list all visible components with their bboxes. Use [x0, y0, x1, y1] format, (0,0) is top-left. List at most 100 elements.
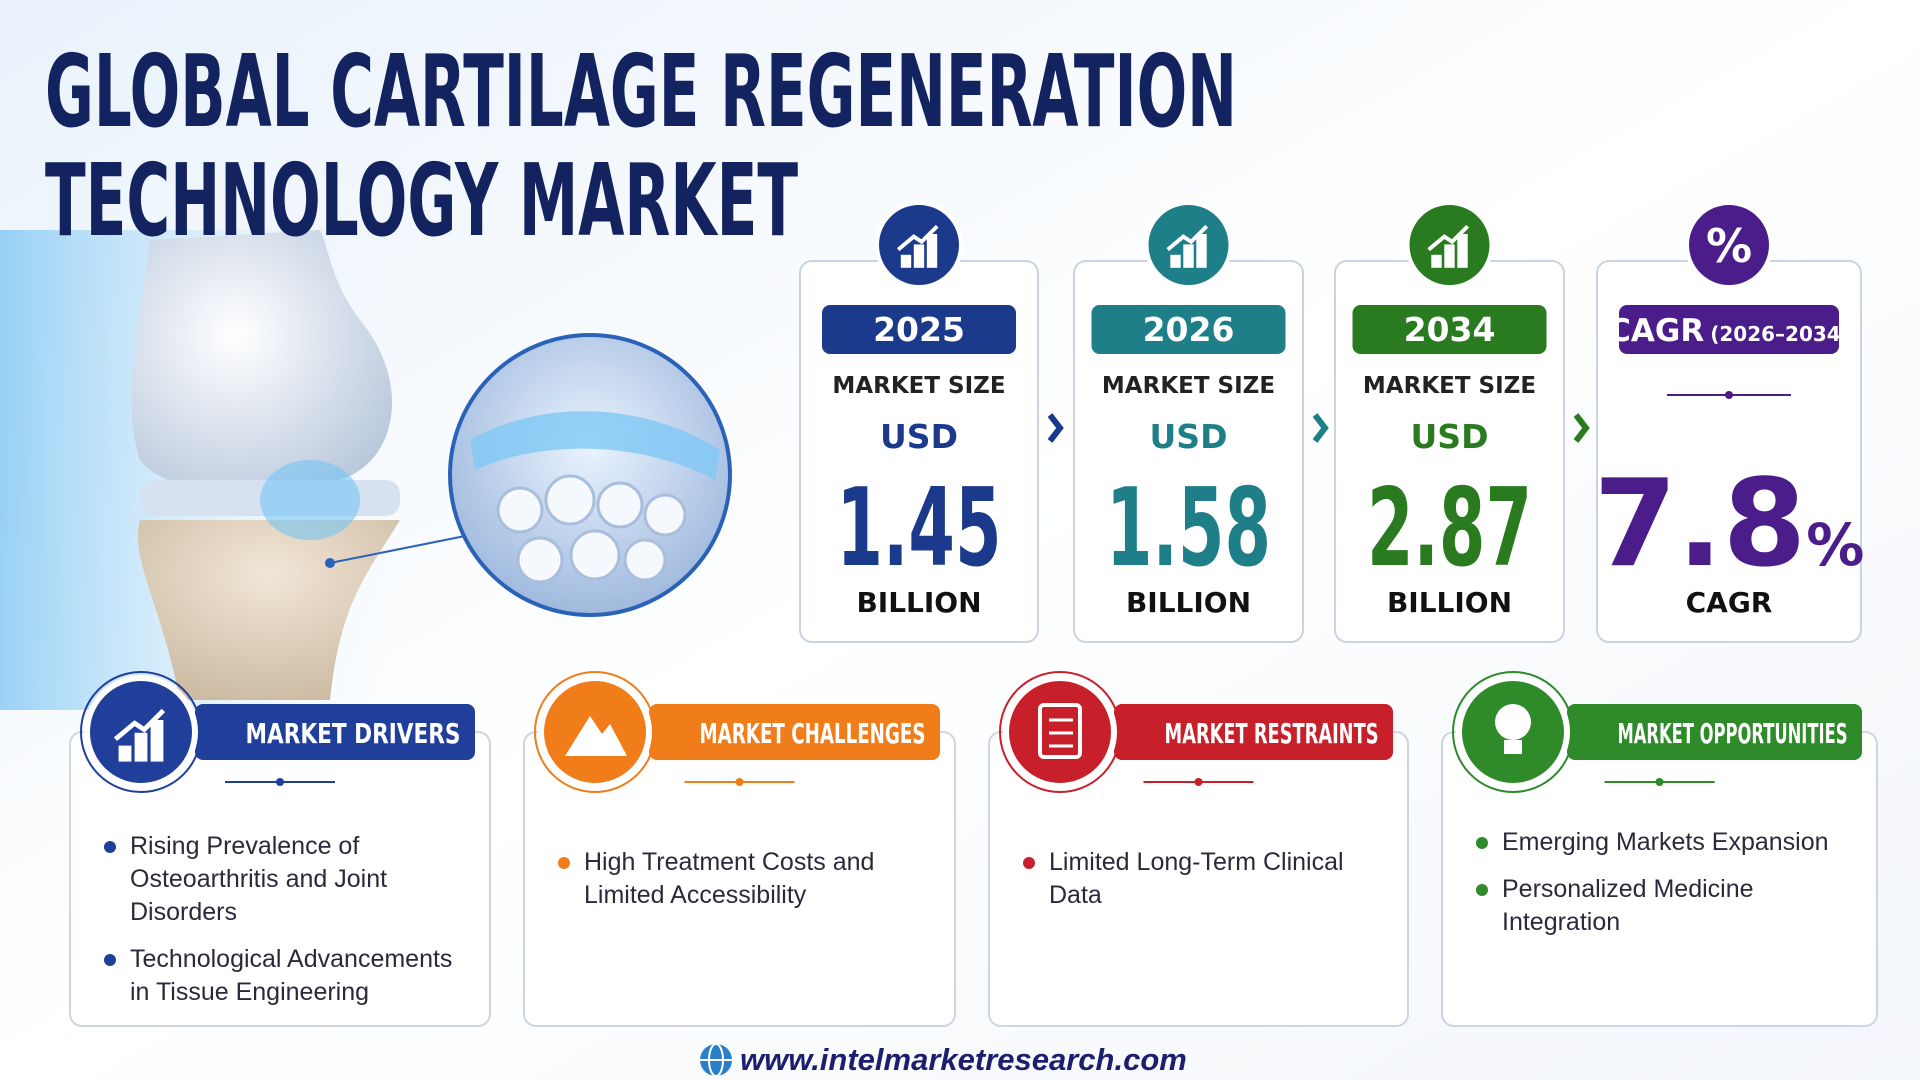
bullet — [104, 841, 116, 853]
section-pill — [1114, 704, 1393, 760]
items: Limited Long-Term Clinical Data — [1019, 846, 1388, 912]
icon-arrow — [1427, 224, 1470, 252]
divider-dot — [735, 778, 744, 786]
section-pill — [1567, 704, 1862, 760]
value-unit: BILLION — [856, 586, 981, 619]
bullet — [1023, 857, 1035, 869]
year-pill — [822, 305, 1016, 354]
bullet — [558, 857, 570, 869]
list-item: High Treatment Costs and Limited Accessi… — [554, 846, 935, 912]
bullet — [1476, 837, 1488, 849]
items: Emerging Markets Expansion Personalized M… — [1472, 826, 1857, 939]
title: TECHNOLOGY MARKET — [45, 142, 798, 259]
section: MARKET OPPORTUNITIES Emerging Markets Exp… — [1441, 671, 1878, 1027]
bullet — [104, 954, 116, 966]
clipboard-icon — [1038, 703, 1082, 759]
item-text: Limited Long-Term Clinical Data — [1049, 848, 1344, 909]
section-title: MARKET RESTRAINTS — [1165, 717, 1379, 750]
year-pill — [1091, 305, 1286, 354]
market-value: 1.58 — [1106, 466, 1271, 591]
cagr-title: CAGR — [1608, 313, 1704, 349]
card-label: MARKET SIZE — [832, 373, 1005, 399]
icon-arrow — [896, 224, 939, 252]
footer-url[interactable]: www.intelmarketresearch.com — [740, 1042, 1187, 1077]
section-icon-ring — [80, 671, 202, 793]
market-value: 2.87 — [1367, 466, 1532, 591]
knee-illustration — [131, 230, 732, 700]
arrow — [1573, 413, 1590, 443]
item-list: Limited Long-Term Clinical Data — [1019, 846, 1388, 912]
value-unit: BILLION — [1126, 586, 1251, 619]
icon-bar — [1444, 244, 1455, 268]
icon-bar — [134, 732, 148, 762]
item-list: Emerging Markets Expansion Personalized M… — [1472, 826, 1857, 939]
currency: USD — [880, 417, 958, 456]
list-item: Rising Prevalence of Osteoarthritis and … — [100, 830, 470, 929]
icon-bar — [926, 234, 938, 268]
bulb-icon — [1495, 704, 1531, 740]
divider-dot — [1655, 778, 1664, 786]
cagr-card: %CAGR (2026–2034)7.8%CAGR — [1594, 201, 1865, 643]
icon-arrow — [1166, 224, 1209, 252]
cagr-symbol: % — [1706, 219, 1752, 273]
year: 2025 — [873, 310, 965, 349]
card-label: MARKET SIZE — [1102, 373, 1275, 399]
item-text: Rising Prevalence of Osteoarthritis and … — [130, 832, 388, 926]
icon-bar — [150, 720, 164, 762]
market-value: 1.45 — [837, 466, 1002, 591]
card-icon — [1685, 201, 1773, 289]
section-icon-ring — [999, 671, 1121, 793]
icon-bar — [1196, 234, 1207, 268]
section: MARKET CHALLENGES High Treatment Costs an… — [523, 671, 956, 1027]
currency: USD — [1150, 417, 1228, 456]
bullet — [1476, 884, 1488, 896]
icon-bar — [1431, 254, 1442, 268]
cagr-period: (2026–2034) — [1710, 322, 1850, 346]
item-list: Rising Prevalence of Osteoarthritis and … — [100, 830, 470, 1009]
title: GLOBAL CARTILAGE REGENERATION — [45, 33, 1237, 150]
section-pill — [649, 704, 940, 760]
list-item: Personalized Medicine Integration — [1472, 873, 1857, 939]
mountain-icon — [565, 716, 627, 756]
icon-bar — [1457, 234, 1468, 268]
items: High Treatment Costs and Limited Accessi… — [554, 846, 935, 912]
cagr-value-text: 7.8% — [1594, 455, 1865, 594]
icon-arrow — [113, 708, 166, 742]
footer: www.intelmarketresearch.com — [700, 1042, 1187, 1077]
card-label: MARKET SIZE — [1363, 373, 1536, 399]
divider-dot — [276, 778, 284, 786]
value-unit: CAGR — [1686, 586, 1773, 619]
section-icon-ring — [1452, 671, 1574, 793]
icon-bar — [1183, 244, 1194, 268]
section-icon-ring — [534, 671, 656, 793]
cagr-value: 7.8 — [1594, 455, 1807, 594]
section: MARKET RESTRAINTS Limited Long-Term Clini… — [988, 671, 1409, 1027]
section-title: MARKET CHALLENGES — [700, 717, 926, 750]
list-item: Emerging Markets Expansion — [1472, 826, 1857, 859]
icon-bar — [913, 244, 925, 268]
item-text: Personalized Medicine Integration — [1502, 875, 1754, 936]
cagr-header: CAGR (2026–2034) — [1608, 313, 1850, 349]
items: Rising Prevalence of Osteoarthritis and … — [100, 830, 470, 1009]
list-item: Limited Long-Term Clinical Data — [1019, 846, 1388, 912]
cagr-suffix: % — [1806, 511, 1864, 579]
section-icon — [84, 675, 198, 789]
item-text: High Treatment Costs and Limited Accessi… — [584, 848, 875, 909]
currency: USD — [1411, 417, 1489, 456]
value-unit: BILLION — [1387, 586, 1512, 619]
divider-dot — [1194, 778, 1203, 786]
bulb-base — [1504, 740, 1522, 754]
section: MARKET DRIVERS Rising Prevalence of Osteo… — [69, 671, 491, 1027]
icon-bar — [900, 254, 912, 268]
item-text: Emerging Markets Expansion — [1502, 828, 1829, 856]
item-text: Technological Advancements in Tissue Eng… — [130, 945, 453, 1006]
year: 2034 — [1404, 310, 1496, 349]
section-pill — [195, 704, 475, 760]
section-title: MARKET OPPORTUNITIES — [1618, 717, 1848, 750]
cagr-pill — [1619, 305, 1839, 354]
year-pill — [1352, 305, 1547, 354]
year: 2026 — [1143, 310, 1235, 349]
